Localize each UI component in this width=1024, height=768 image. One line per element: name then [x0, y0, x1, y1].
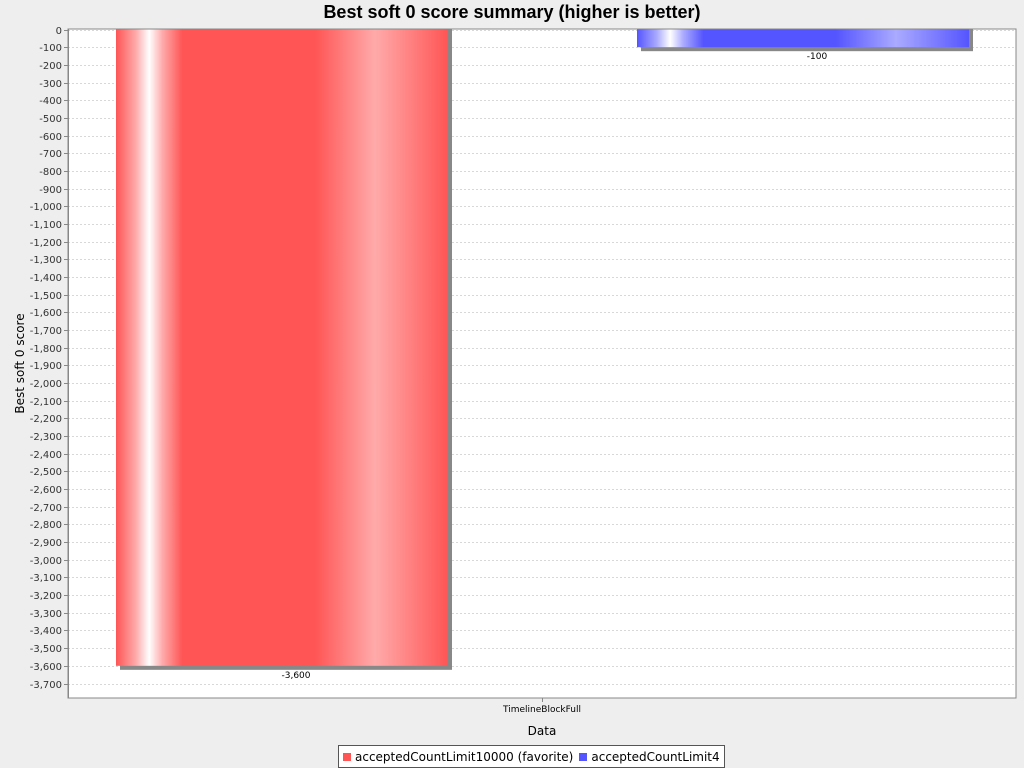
- bar-1: [637, 29, 969, 48]
- y-tick-label: -1,000: [30, 202, 62, 213]
- y-tick-label: -2,200: [30, 414, 62, 425]
- legend-swatch-series-1: [579, 752, 588, 761]
- y-tick-label: -500: [39, 114, 62, 125]
- y-tick-label: -700: [39, 149, 62, 160]
- legend-item-series-1: acceptedCountLimit4: [579, 749, 720, 764]
- y-tick-label: -1,500: [30, 291, 62, 302]
- y-tick-label: -1,100: [30, 220, 62, 231]
- legend-swatch-series-0: [343, 752, 351, 761]
- y-tick-label: -2,800: [30, 520, 62, 531]
- y-tick-label: -600: [39, 132, 62, 143]
- y-tick-label: -1,200: [30, 238, 62, 249]
- y-tick-label: -1,600: [30, 308, 62, 319]
- y-tick-label: 0: [56, 26, 62, 37]
- y-tick-label: -1,800: [30, 344, 62, 355]
- y-tick-label: -1,400: [30, 273, 62, 284]
- y-tick-label: -200: [39, 61, 62, 72]
- y-tick-label: -3,500: [30, 644, 62, 655]
- y-tick-label: -3,600: [30, 662, 62, 673]
- y-tick-label: -400: [39, 96, 62, 107]
- y-tick-label: -3,700: [30, 680, 62, 691]
- y-tick-label: -3,400: [30, 626, 62, 637]
- y-tick-label: -2,100: [30, 397, 62, 408]
- y-tick-label: -2,500: [30, 467, 62, 478]
- y-tick-label: -300: [39, 79, 62, 90]
- y-tick-label: -3,300: [30, 609, 62, 620]
- y-tick-label: -1,700: [30, 326, 62, 337]
- y-tick-label: -1,900: [30, 361, 62, 372]
- bar-data-label: -100: [807, 52, 828, 62]
- legend-item-series-0: acceptedCountLimit10000 (favorite): [343, 750, 573, 764]
- bar-data-label: -3,600: [281, 671, 310, 681]
- y-tick-label: -900: [39, 185, 62, 196]
- legend: acceptedCountLimit10000 (favorite) accep…: [338, 745, 725, 768]
- y-tick-label: -2,900: [30, 538, 62, 549]
- y-tick-label: -3,000: [30, 556, 62, 567]
- y-tick-label: -3,100: [30, 573, 62, 584]
- y-tick-label: -800: [39, 167, 62, 178]
- y-axis-label: Best soft 0 score: [13, 313, 27, 413]
- bar-0: [116, 29, 448, 666]
- y-tick-label: -2,700: [30, 503, 62, 514]
- y-tick-label: -100: [39, 43, 62, 54]
- y-tick-label: -2,300: [30, 432, 62, 443]
- y-tick-label: -1,300: [30, 255, 62, 266]
- y-tick-label: -2,000: [30, 379, 62, 390]
- legend-label-series-0: acceptedCountLimit10000 (favorite): [355, 749, 574, 764]
- x-tick-label: TimelineBlockFull: [502, 705, 581, 715]
- y-tick-label: -3,200: [30, 591, 62, 602]
- x-axis-label: Data: [528, 724, 557, 738]
- y-tick-label: -2,600: [30, 485, 62, 496]
- y-tick-label: -2,400: [30, 450, 62, 461]
- chart-title: Best soft 0 score summary (higher is bet…: [323, 2, 701, 22]
- legend-label-series-1: acceptedCountLimit4: [591, 749, 720, 764]
